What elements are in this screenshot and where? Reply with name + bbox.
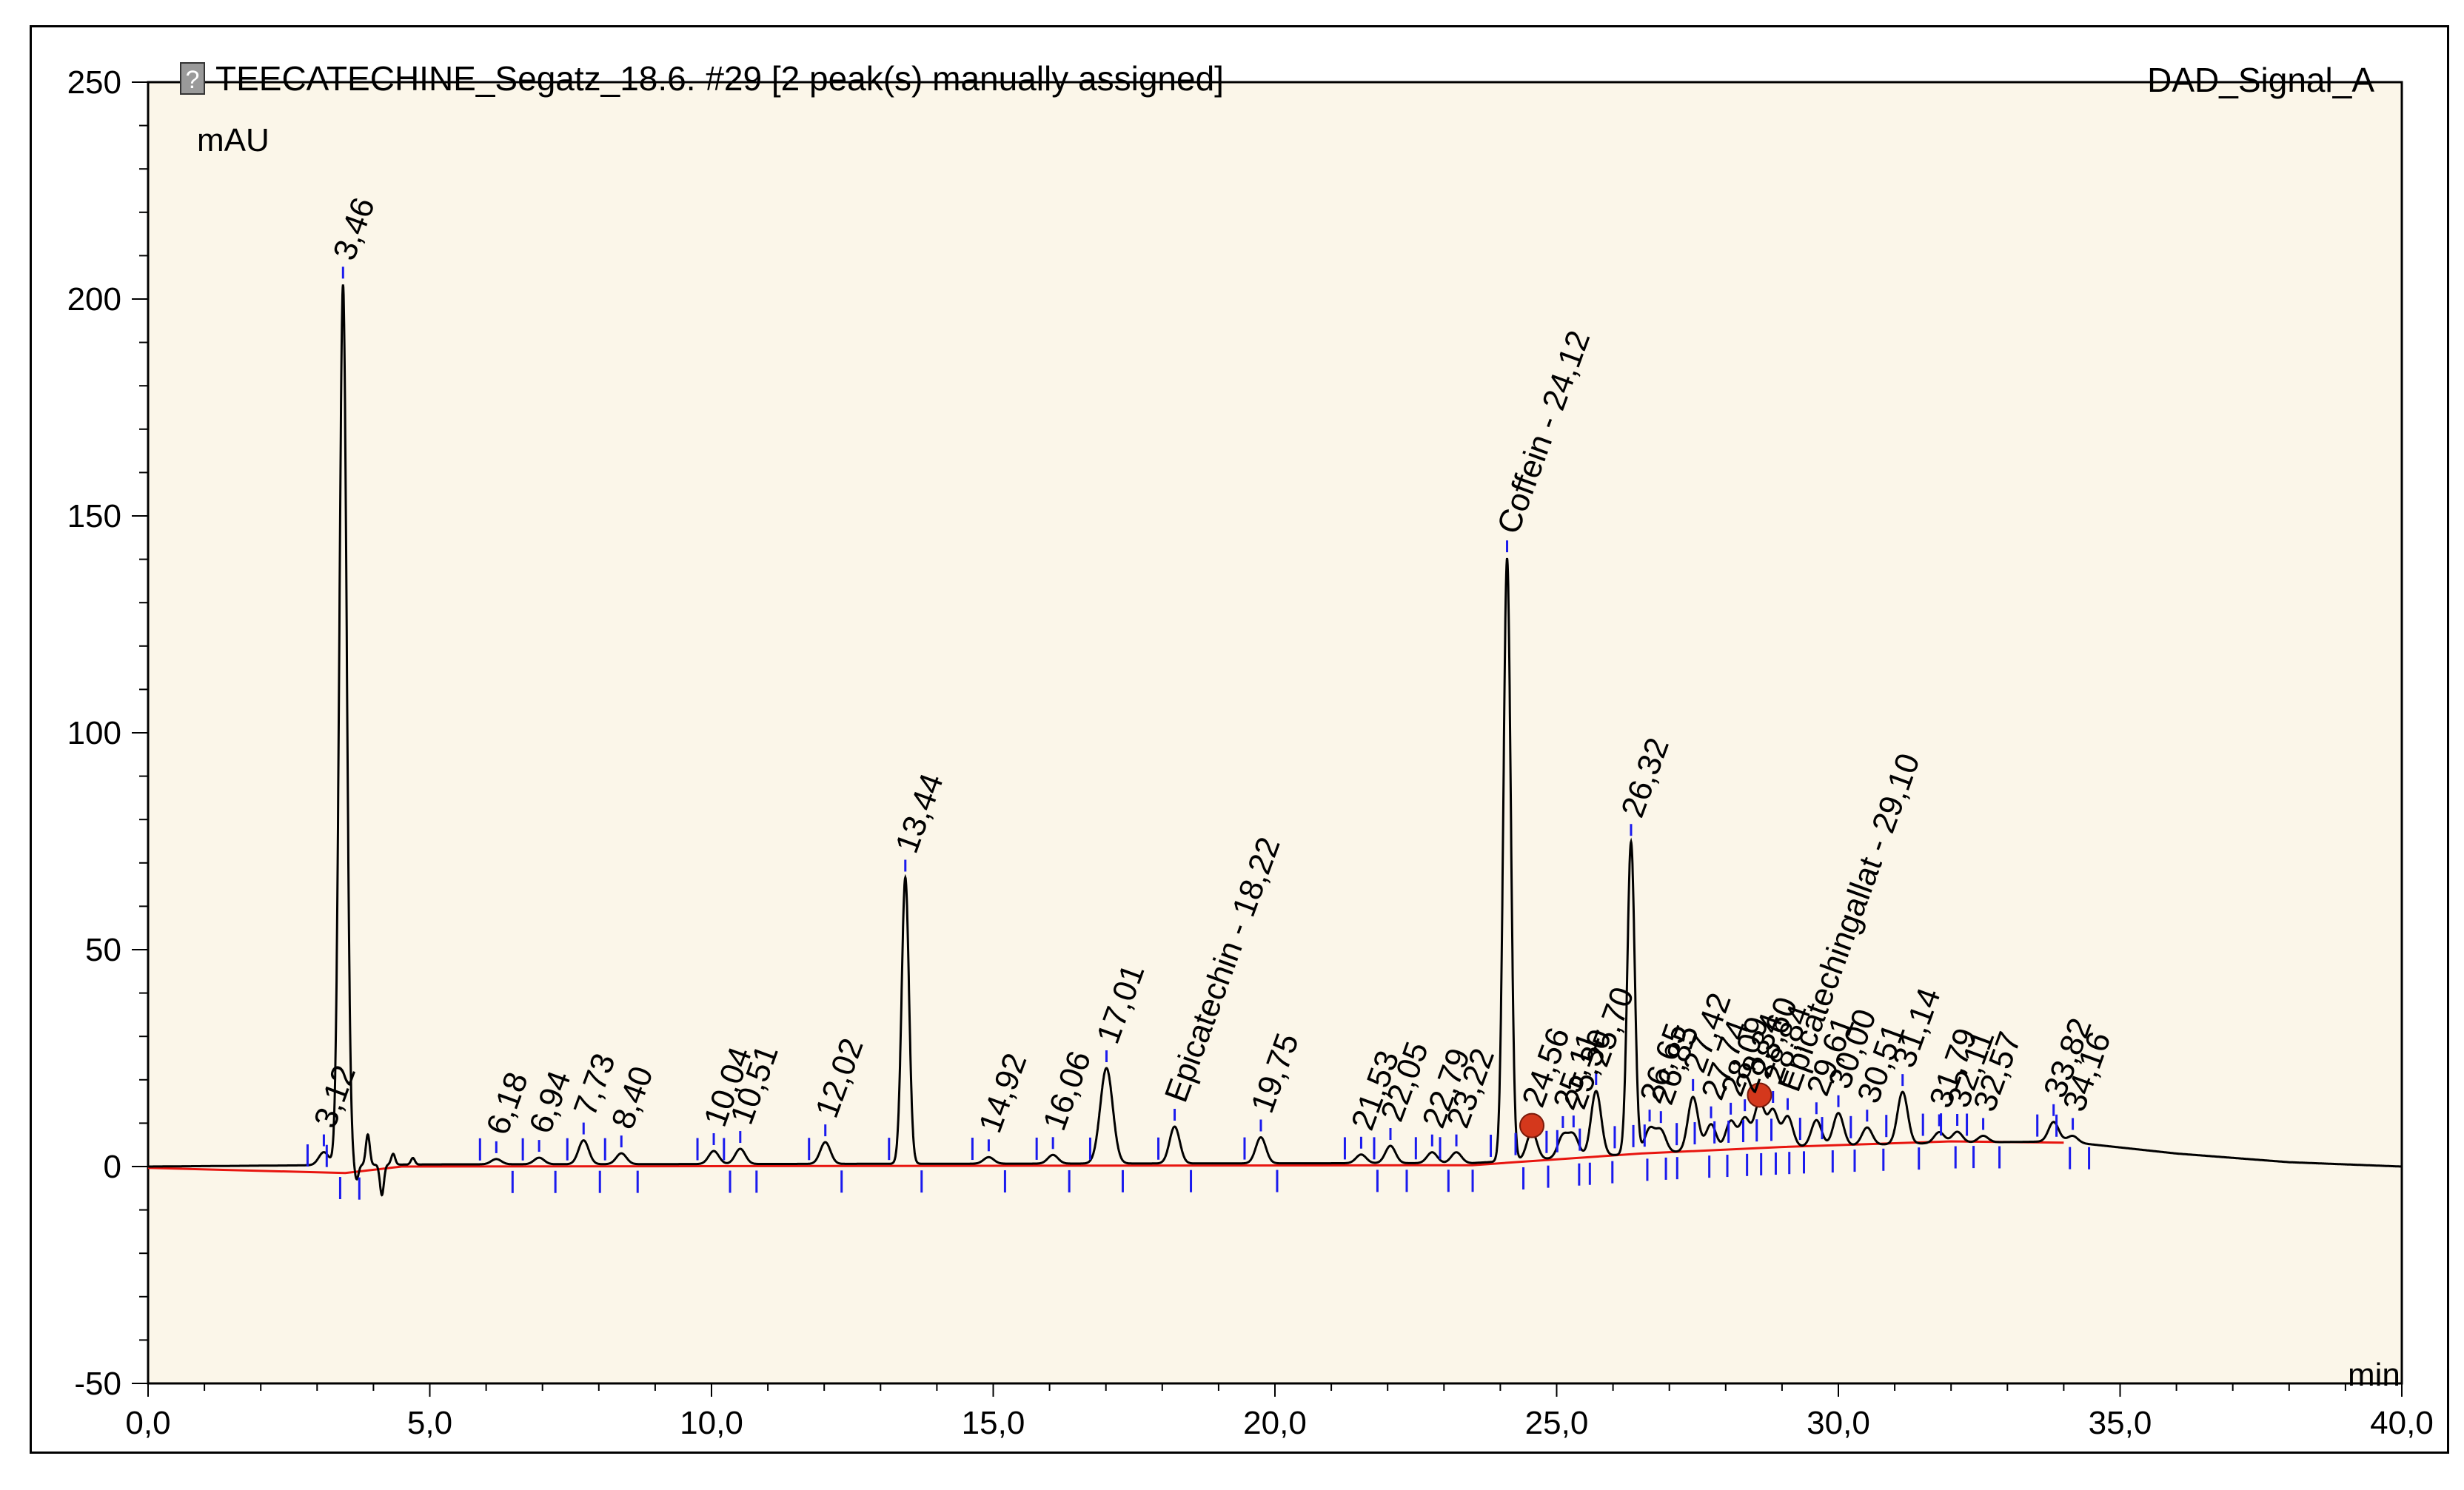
y-tick-label: 250 [67, 64, 121, 101]
x-tick-label: 10,0 [680, 1405, 743, 1441]
chromatogram-trace [148, 284, 2402, 1197]
report-icon: ? [180, 62, 205, 95]
chart-frame: 0,0 5,0 10,0 15,0 20,0 25,0 30,0 35,0 40,0 -50 0 50… [30, 25, 2449, 1454]
manual-assignment-icon [1519, 1113, 1545, 1138]
x-tick-label: 0,0 [125, 1405, 170, 1441]
y-tick-label: 100 [67, 715, 121, 751]
x-tick-label: 15,0 [962, 1405, 1025, 1441]
y-tick-label: 0 [104, 1149, 121, 1185]
x-tick-label: 5,0 [407, 1405, 452, 1441]
plot-area [147, 81, 2403, 1385]
signal-name: DAD_Signal_A [2147, 61, 2374, 99]
y-tick-label: 150 [67, 498, 121, 534]
y-axis-unit: mAU [197, 122, 270, 158]
chart-title-text: TEECATECHINE_Segatz_18.6. #29 [2 peak(s)… [215, 59, 1224, 98]
x-tick-label: 20,0 [1243, 1405, 1307, 1441]
y-tick-label: 50 [85, 932, 121, 968]
x-tick-label: 40,0 [2370, 1405, 2434, 1441]
x-tick-label: 25,0 [1525, 1405, 1589, 1441]
x-tick-label: 35,0 [2089, 1405, 2152, 1441]
x-tick-label: 30,0 [1807, 1405, 1870, 1441]
manual-assignment-icon [1747, 1082, 1772, 1108]
chromatogram-chart: 0,0 5,0 10,0 15,0 20,0 25,0 30,0 35,0 40,0 -50 0 50… [67, 64, 2434, 1441]
y-tick-label: -50 [74, 1366, 121, 1402]
y-tick-label: 200 [67, 281, 121, 318]
chart-title: ? TEECATECHINE_Segatz_18.6. #29 [2 peak(… [180, 58, 1224, 98]
x-axis-unit: min [2348, 1357, 2400, 1393]
